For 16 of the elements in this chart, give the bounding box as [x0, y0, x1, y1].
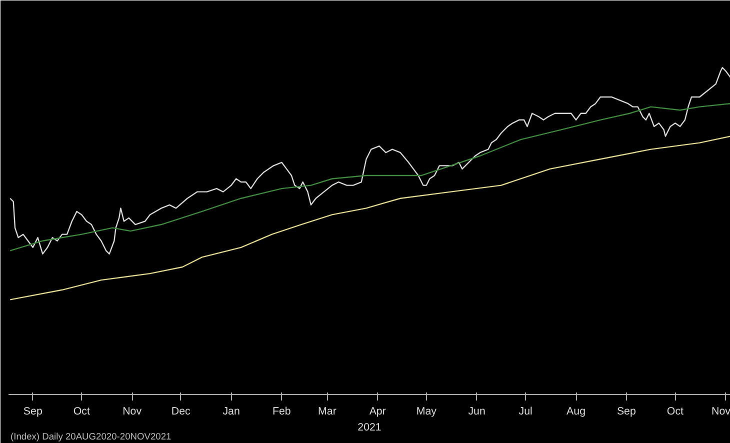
x-tick-label: Feb	[272, 406, 291, 418]
x-tick-label: Jul	[518, 406, 532, 418]
x-tick-label: Dec	[171, 406, 192, 418]
x-tick-label: Jan	[222, 406, 240, 418]
x-tick-label: Jun	[468, 406, 486, 418]
x-tick-label: May	[416, 406, 438, 418]
x-tick-label: Oct	[666, 406, 684, 418]
x-tick-label: Mar	[318, 406, 337, 418]
x-tick-label: Apr	[369, 406, 386, 418]
x-tick-label: Nov	[122, 406, 142, 418]
x-tick-label: Sep	[23, 406, 42, 418]
x-tick-label: Oct	[73, 406, 90, 418]
x-tick-label: Aug	[566, 406, 586, 418]
x-tick-label: Sep	[616, 406, 636, 418]
x-axis-title: 2021	[358, 422, 382, 434]
text: (Index) Daily 20AUG2020-20NOV2021	[10, 432, 172, 442]
